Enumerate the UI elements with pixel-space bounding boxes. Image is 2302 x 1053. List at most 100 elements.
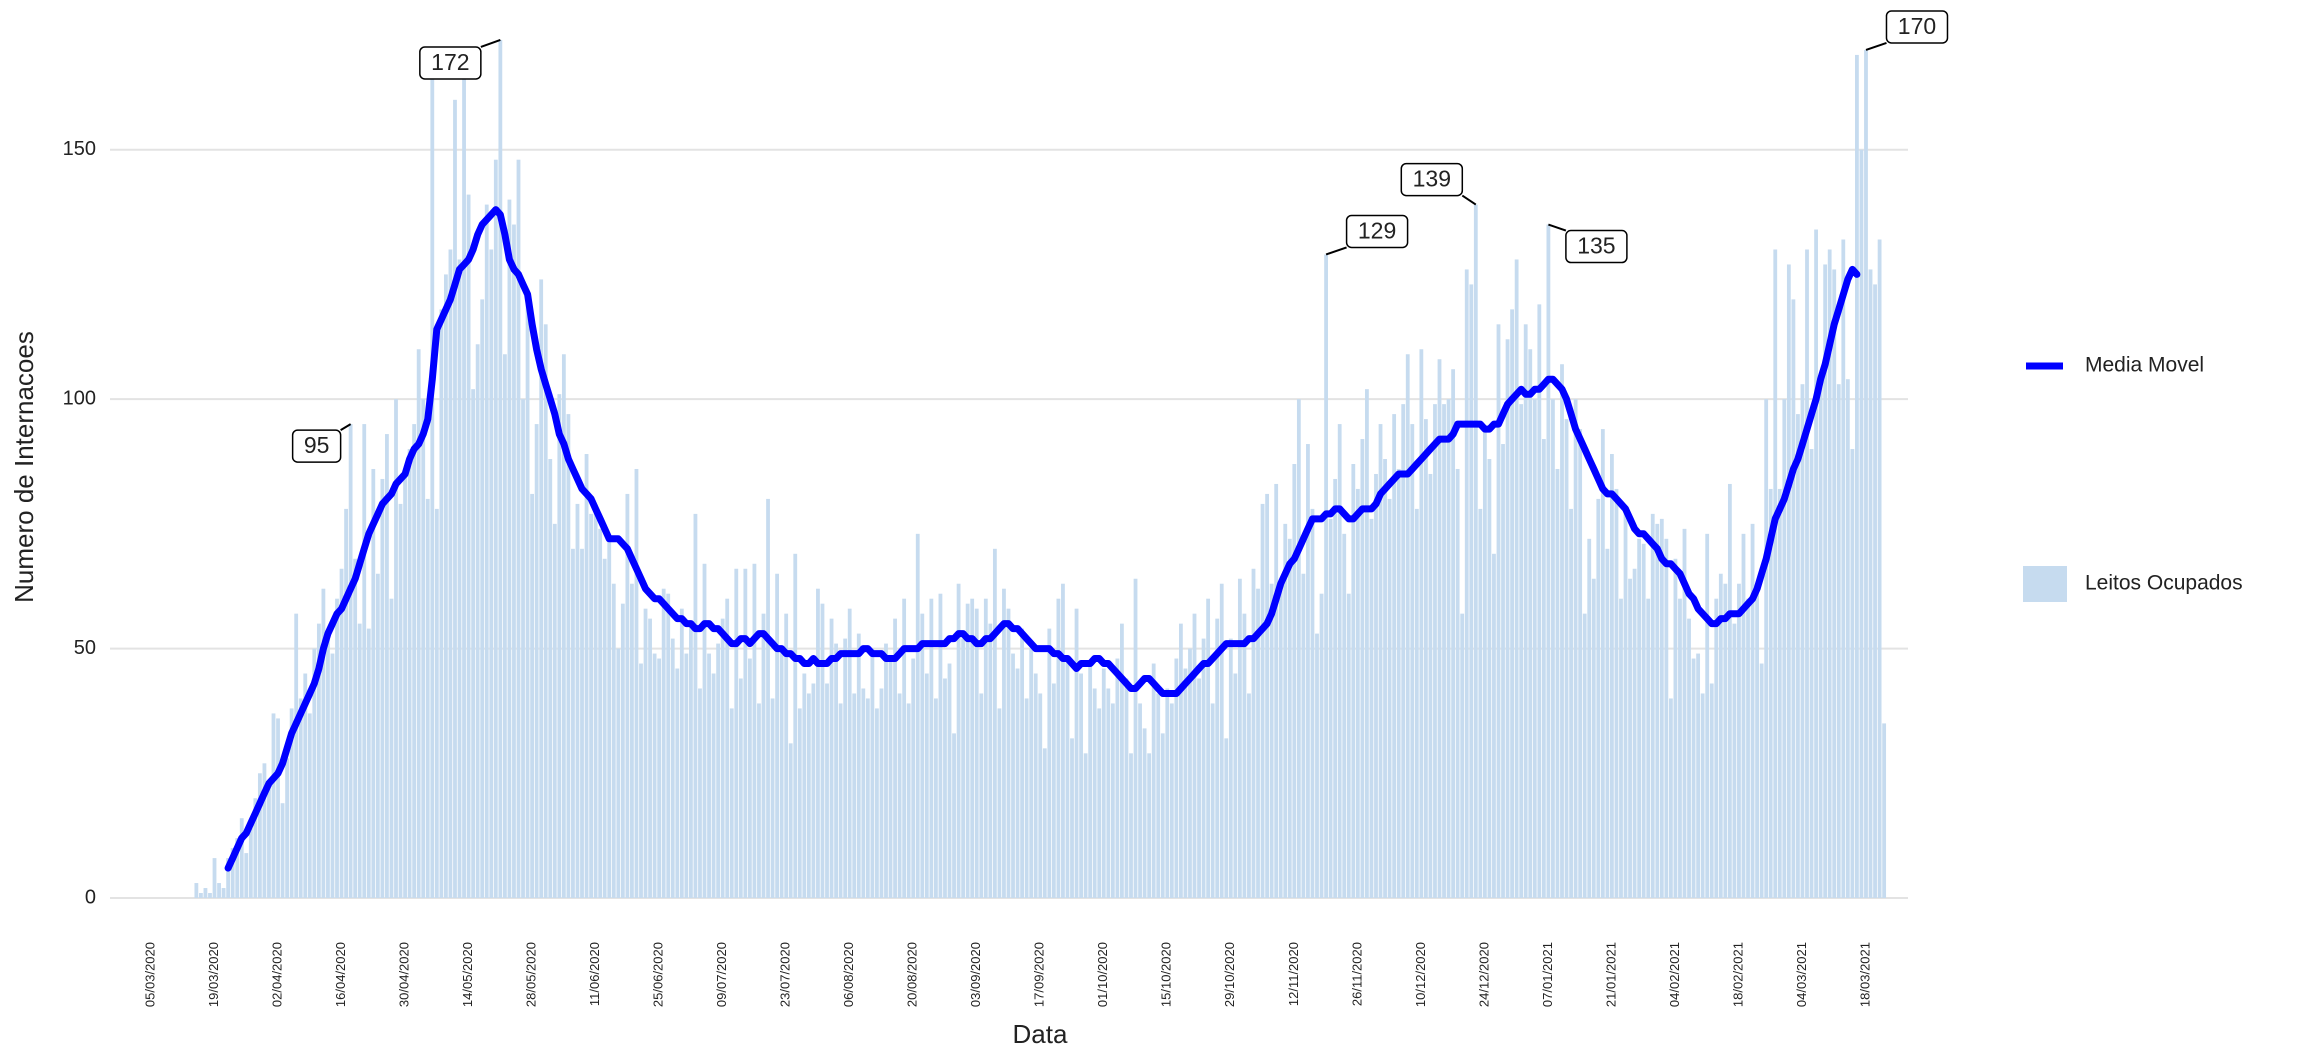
x-tick-label: 29/10/2020 — [1222, 942, 1237, 1007]
x-tick-label: 15/10/2020 — [1159, 942, 1174, 1007]
bar — [1569, 508, 1573, 898]
bar — [893, 618, 897, 898]
bar — [1265, 493, 1270, 898]
bar — [1655, 523, 1660, 898]
bar — [1564, 419, 1569, 898]
bar — [1383, 459, 1387, 898]
bar — [244, 853, 249, 898]
x-tick-label: 20/08/2020 — [905, 942, 920, 1007]
bar — [1537, 304, 1542, 898]
bar — [1428, 473, 1433, 898]
bar — [1197, 678, 1201, 898]
bar — [1070, 738, 1074, 898]
bar — [1292, 463, 1297, 898]
bar — [276, 718, 280, 898]
bar — [507, 199, 512, 899]
bar — [902, 598, 907, 898]
bar — [1632, 568, 1637, 898]
bar — [285, 758, 290, 898]
bar — [530, 493, 535, 898]
bar — [1129, 753, 1133, 898]
bar — [548, 459, 553, 898]
bar — [1805, 249, 1809, 898]
x-tick-label: 23/07/2020 — [778, 942, 793, 1007]
bar — [434, 508, 439, 898]
bar — [1464, 269, 1469, 898]
bar — [1029, 648, 1034, 898]
bar — [471, 389, 476, 898]
bar — [344, 508, 348, 898]
bar — [257, 773, 262, 898]
bar — [1786, 264, 1791, 898]
bar — [462, 49, 466, 898]
bar — [639, 663, 643, 898]
bar — [552, 523, 557, 898]
bar — [1682, 528, 1687, 898]
x-tick-label: 18/02/2021 — [1730, 942, 1745, 1007]
bar — [480, 299, 485, 898]
bar — [1433, 404, 1437, 898]
bar — [811, 683, 816, 898]
bar — [1596, 498, 1601, 898]
bar — [870, 648, 875, 898]
bar — [1864, 49, 1868, 898]
bar — [1260, 503, 1265, 898]
bar — [1659, 518, 1664, 898]
bar — [738, 678, 743, 898]
bar — [580, 548, 584, 898]
bar — [1365, 389, 1369, 898]
bar — [1868, 269, 1873, 898]
bar — [1714, 598, 1719, 898]
bar — [897, 693, 902, 898]
x-tick-label: 11/06/2020 — [587, 942, 602, 1006]
bar — [820, 603, 825, 898]
bar — [1237, 578, 1242, 898]
bar — [1110, 703, 1115, 898]
bar — [1796, 414, 1800, 898]
bar — [602, 558, 607, 898]
bar — [525, 299, 530, 898]
bar — [1510, 309, 1514, 898]
bar — [802, 673, 807, 898]
bar — [743, 568, 748, 898]
bar — [1015, 668, 1020, 898]
bar — [298, 698, 303, 898]
bar — [1732, 623, 1737, 898]
bar — [1115, 658, 1120, 898]
bar — [208, 893, 212, 898]
bar — [330, 653, 335, 898]
legend-label: Leitos Ocupados — [2085, 572, 2243, 595]
x-tick-label: 17/09/2020 — [1032, 942, 1047, 1007]
bar — [829, 618, 834, 898]
bar — [843, 638, 848, 898]
annotation-leader — [1461, 194, 1477, 206]
bar — [453, 99, 457, 899]
bar — [1174, 658, 1179, 898]
bar — [571, 548, 575, 898]
bar — [1396, 468, 1401, 898]
bar — [770, 698, 775, 898]
annotation-label: 95 — [304, 432, 330, 458]
bar — [1555, 468, 1560, 898]
bar — [1610, 454, 1614, 898]
bar — [1315, 633, 1319, 898]
bar — [1192, 613, 1197, 898]
bar — [1355, 488, 1360, 898]
bar — [1496, 324, 1501, 898]
bar — [1587, 538, 1592, 898]
bar — [1451, 369, 1456, 898]
bar — [1101, 668, 1106, 898]
bar — [366, 628, 371, 898]
bar — [1578, 429, 1583, 898]
bar — [1256, 588, 1260, 898]
bar — [1165, 688, 1170, 898]
bar — [1346, 593, 1351, 898]
bar — [1582, 613, 1587, 898]
annotation-label: 170 — [1898, 13, 1936, 39]
bar — [929, 598, 934, 898]
bar — [1727, 483, 1732, 898]
bar — [1011, 653, 1015, 898]
legend-label: Media Movel — [2085, 354, 2204, 377]
bar — [1061, 583, 1065, 898]
